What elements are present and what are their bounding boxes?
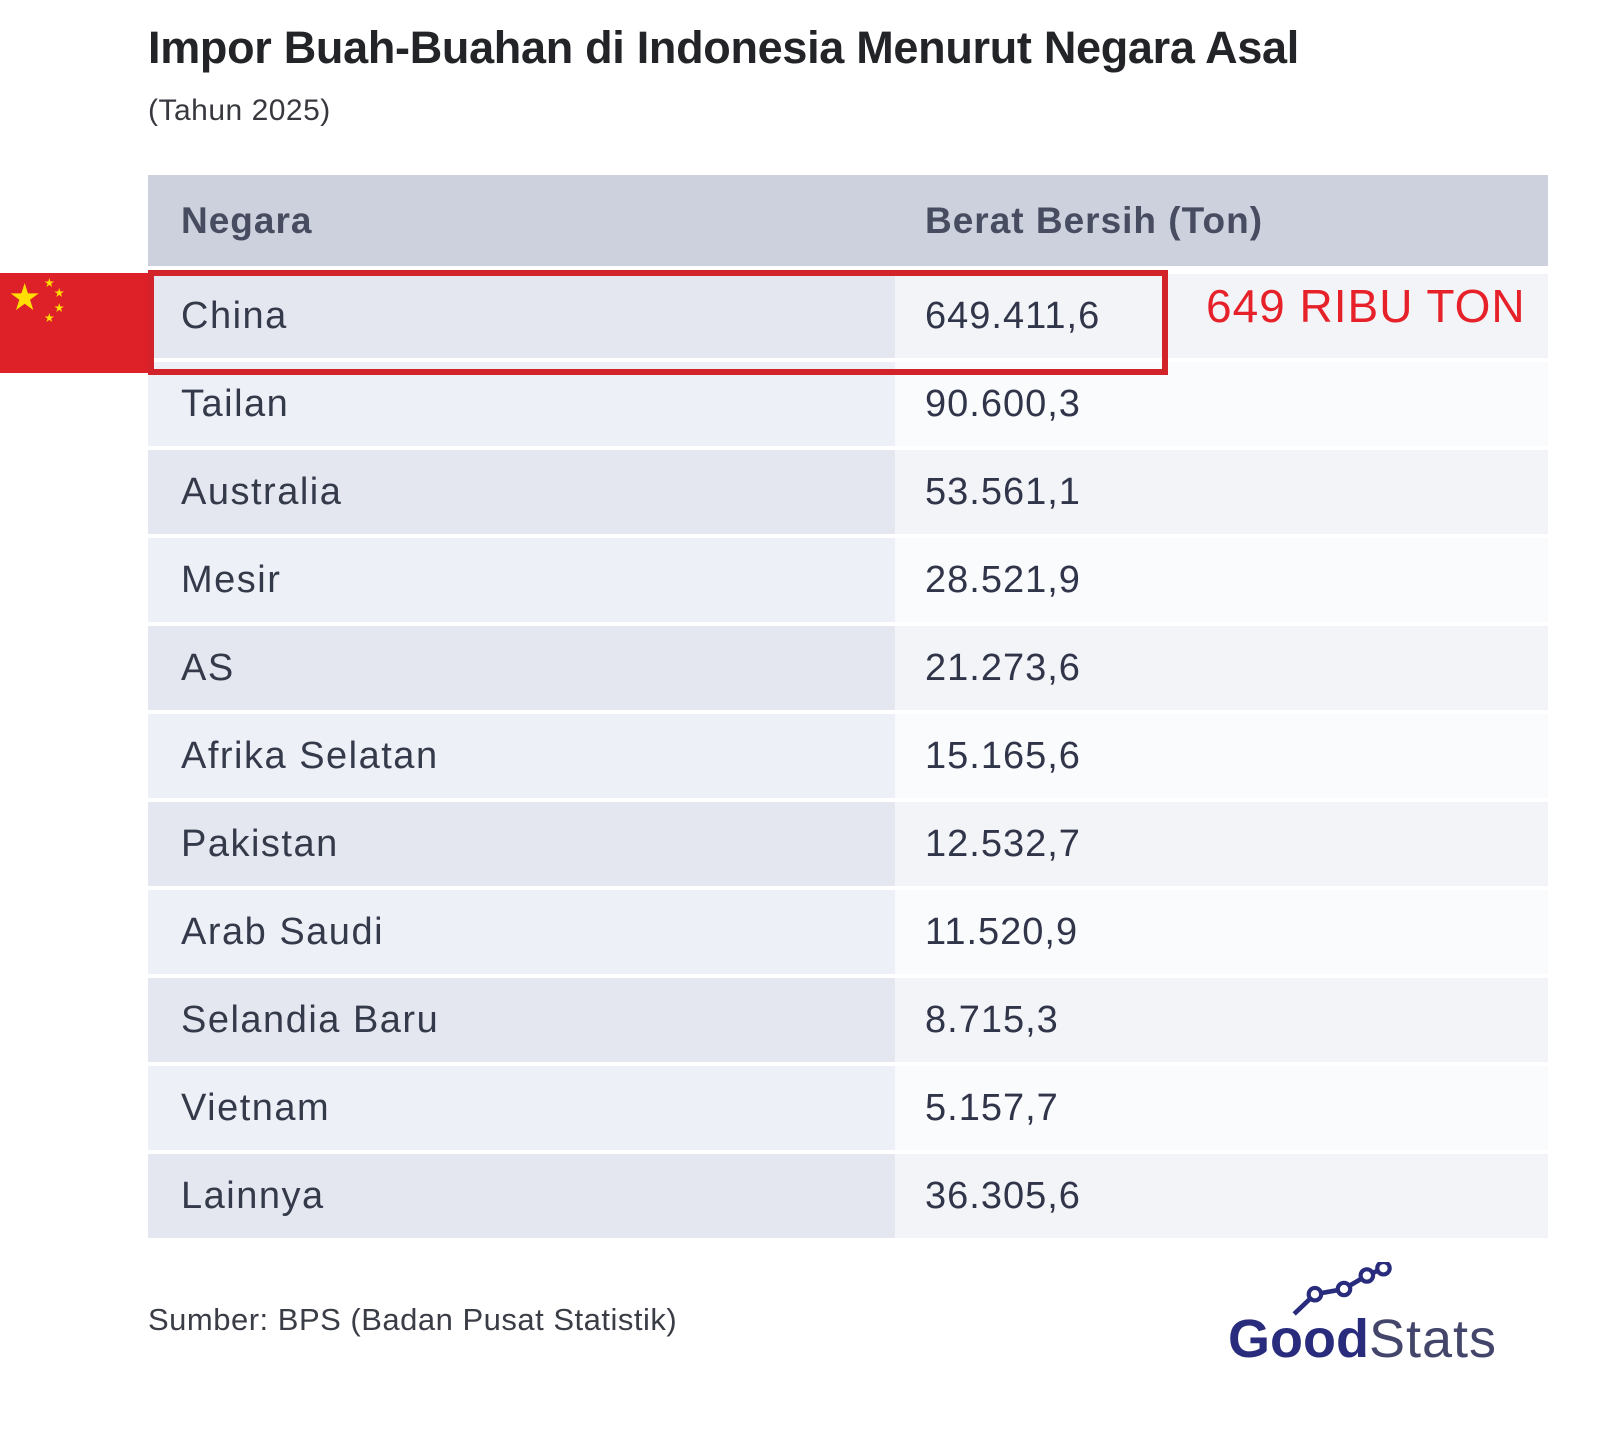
table-row: Tailan 90.600,3 <box>148 362 1548 446</box>
table-body: China 649.411,6 Tailan 90.600,3 Australi… <box>148 274 1548 1238</box>
goodstats-wordmark: GoodStats <box>1228 1312 1497 1366</box>
weight-cell: 90.600,3 <box>895 362 1548 446</box>
weight-cell: 15.165,6 <box>895 714 1548 798</box>
table-row: Pakistan 12.532,7 <box>148 802 1548 886</box>
weight-cell: 11.520,9 <box>895 890 1548 974</box>
country-cell: Vietnam <box>148 1066 895 1150</box>
weight-cell: 649.411,6 <box>895 274 1548 358</box>
brand-bold-text: Good <box>1228 1309 1369 1369</box>
country-cell: Lainnya <box>148 1154 895 1238</box>
page-subtitle: (Tahun 2025) <box>148 94 331 127</box>
country-cell: Selandia Baru <box>148 978 895 1062</box>
weight-cell: 5.157,7 <box>895 1066 1548 1150</box>
column-header-negara: Negara <box>181 199 313 241</box>
goodstats-logo: GoodStats <box>1228 1262 1548 1378</box>
weight-cell: 53.561,1 <box>895 450 1548 534</box>
weight-cell: 12.532,7 <box>895 802 1548 886</box>
source-text: Sumber: BPS (Badan Pusat Statistik) <box>148 1302 678 1337</box>
trend-line-icon <box>1292 1262 1392 1316</box>
highlight-annotation-text: 649 RIBU TON <box>1206 280 1526 332</box>
country-cell: Arab Saudi <box>148 890 895 974</box>
page-title: Impor Buah-Buahan di Indonesia Menurut N… <box>148 22 1299 73</box>
table-row: Afrika Selatan 15.165,6 <box>148 714 1548 798</box>
country-cell: Australia <box>148 450 895 534</box>
brand-light-text: Stats <box>1368 1309 1498 1369</box>
weight-cell: 28.521,9 <box>895 538 1548 622</box>
table-row: Australia 53.561,1 <box>148 450 1548 534</box>
table-row: AS 21.273,6 <box>148 626 1548 710</box>
table-row: Selandia Baru 8.715,3 <box>148 978 1548 1062</box>
weight-cell: 36.305,6 <box>895 1154 1548 1238</box>
table-row: Mesir 28.521,9 <box>148 538 1548 622</box>
weight-cell: 21.273,6 <box>895 626 1548 710</box>
country-cell: Afrika Selatan <box>148 714 895 798</box>
highlight-rectangle <box>148 270 1168 375</box>
country-cell: Mesir <box>148 538 895 622</box>
country-cell: Pakistan <box>148 802 895 886</box>
country-cell: Tailan <box>148 362 895 446</box>
column-header-berat-bersih: Berat Bersih (Ton) <box>925 199 1264 241</box>
table-row: Arab Saudi 11.520,9 <box>148 890 1548 974</box>
import-table: Negara Berat Bersih (Ton) China 649.411,… <box>148 175 1548 1238</box>
country-cell: AS <box>148 626 895 710</box>
table-row: Lainnya 36.305,6 <box>148 1154 1548 1238</box>
table-header: Negara Berat Bersih (Ton) <box>148 175 1548 266</box>
weight-cell: 8.715,3 <box>895 978 1548 1062</box>
country-cell: China <box>148 274 895 358</box>
table-row: China 649.411,6 <box>148 274 1548 358</box>
china-flag-icon <box>0 273 148 373</box>
table-row: Vietnam 5.157,7 <box>148 1066 1548 1150</box>
